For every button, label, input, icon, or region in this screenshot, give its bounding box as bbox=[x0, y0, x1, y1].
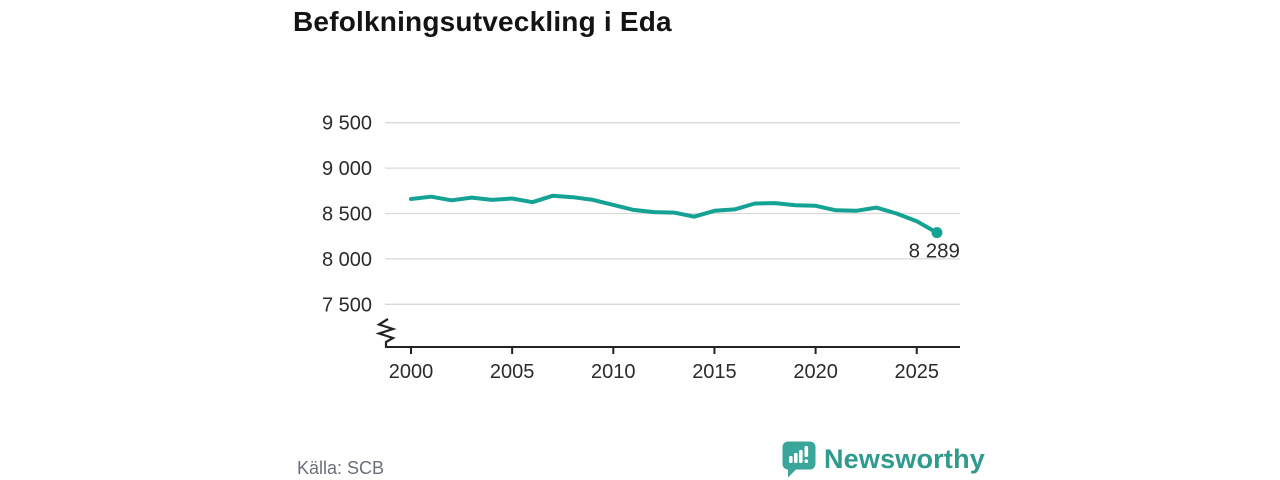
y-tick-label: 8 000 bbox=[322, 249, 372, 271]
source-label: Källa: SCB bbox=[297, 458, 385, 478]
x-tick-label: 2025 bbox=[895, 361, 940, 383]
brand-name: Newsworthy bbox=[823, 443, 985, 474]
population-series-line bbox=[409, 193, 939, 235]
exclamation-dot bbox=[804, 458, 809, 463]
series-end-dot bbox=[931, 227, 943, 239]
series-end-value-label: 8 289 bbox=[909, 240, 960, 263]
bar-1 bbox=[788, 455, 793, 463]
x-tick-label: 2005 bbox=[490, 361, 535, 383]
x-tick-label: 2010 bbox=[591, 361, 636, 383]
chart-title: Befolkningsutveckling i Eda bbox=[293, 6, 672, 37]
bar-3 bbox=[798, 449, 803, 463]
axis-break-icon bbox=[375, 318, 397, 347]
bar-2 bbox=[793, 452, 798, 463]
x-tick-label: 2000 bbox=[389, 361, 434, 383]
exclamation-bar bbox=[804, 445, 809, 457]
newsworthy-bar-chart-bubble-icon bbox=[782, 441, 816, 477]
x-tick-label: 2015 bbox=[692, 361, 737, 383]
y-tick-label: 8 500 bbox=[322, 204, 372, 226]
x-tick-label: 2020 bbox=[793, 361, 838, 383]
y-tick-label: 9 500 bbox=[322, 113, 372, 135]
y-tick-label: 9 000 bbox=[322, 158, 372, 180]
newsworthy-logo: Newsworthy bbox=[782, 440, 985, 478]
y-tick-label: 7 500 bbox=[322, 294, 372, 316]
